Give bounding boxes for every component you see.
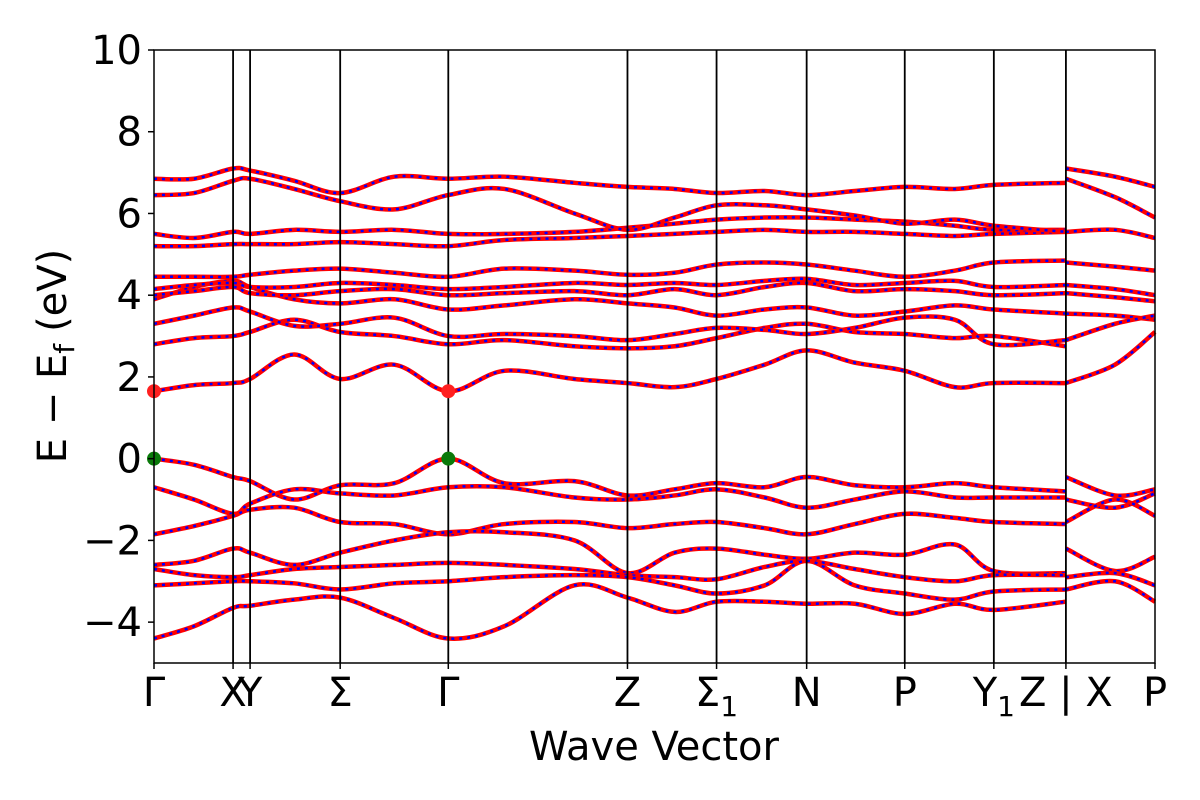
y-tick-label-0: −4 [83, 600, 142, 646]
x-tick-label-7: N [792, 670, 822, 716]
band-line-dashed-31 [1065, 571, 1156, 587]
x-tick-label-1: X [219, 670, 246, 716]
x-tick-label-5: Z [614, 670, 641, 716]
x-tick-label-3: Σ [328, 670, 353, 716]
band-line-27 [1065, 474, 1156, 499]
y-tick-label-2: 0 [117, 437, 142, 483]
plot-frame [153, 49, 1156, 664]
x-tick-label-4: Γ [437, 670, 460, 716]
x-tick-label-2: Y [237, 670, 263, 716]
band-line-dashed-14 [1065, 228, 1156, 240]
band-line-19 [1065, 313, 1156, 343]
y-axis-title-main: E − E [30, 354, 76, 464]
band-line-dashed-29 [1065, 498, 1156, 524]
band-edge-marker-3 [441, 451, 456, 466]
band-line-dashed-0 [153, 349, 1066, 393]
band-line-dashed-16 [1065, 283, 1156, 297]
x-tick-label-10: Z | X [1019, 670, 1113, 716]
band-line-1 [1065, 330, 1157, 386]
x-tick-label-0: Γ [143, 670, 166, 716]
band-edge-marker-1 [441, 384, 456, 399]
band-line-13 [1065, 176, 1157, 220]
band-line-dashed-32 [1065, 579, 1156, 603]
y-tick-label-3: 2 [117, 355, 142, 401]
band-line-dashed-24 [153, 559, 1066, 583]
x-tick-label-8: P [893, 670, 917, 716]
high-symmetry-lines [232, 50, 1067, 663]
band-line-dashed-12 [1065, 167, 1156, 189]
x-axis-title: Wave Vector [529, 724, 780, 770]
y-tick-label-1: −2 [83, 518, 142, 564]
band-line-dashed-15 [1065, 261, 1156, 272]
band-line-dashed-23 [153, 529, 1066, 576]
band-line-dashed-8 [153, 228, 1066, 248]
y-tick-label-7: 10 [91, 28, 142, 74]
x-axis-ticks: Γ XY Σ Γ Z Σ1 N P Y1 Z | X P [143, 663, 1167, 723]
y-axis-ticks: −4 −2 0 2 4 6 8 10 [83, 28, 154, 646]
y-axis-title: E − Ef (eV) [30, 249, 81, 464]
band-line-dashed-26 [153, 583, 1067, 640]
y-tick-label-5: 6 [117, 191, 142, 237]
band-line-dashed-20 [153, 457, 1066, 501]
y-axis-title-subscript: f [48, 343, 81, 354]
band-line-dashed-28 [1065, 492, 1156, 509]
y-axis-title-units: (eV) [30, 249, 76, 332]
x-tick-label-6: Σ1 [695, 670, 738, 723]
x-tick-label-11: P [1143, 670, 1167, 716]
y-tick-label-6: 8 [117, 110, 142, 156]
x-tick-label-9: Y1 [972, 670, 1015, 723]
y-tick-label-4: 4 [117, 273, 142, 319]
band-line-dashed-17 [1065, 291, 1156, 303]
band-line-dashed-11 [153, 166, 1066, 197]
